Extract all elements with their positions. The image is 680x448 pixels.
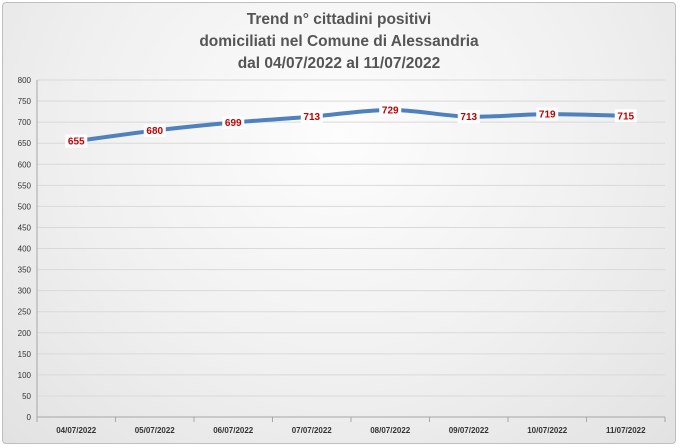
data-label-background	[222, 116, 245, 130]
y-tick-label: 400	[18, 245, 32, 254]
data-label-background	[536, 107, 559, 121]
data-label: 713	[303, 112, 320, 123]
data-label: 655	[68, 137, 85, 148]
y-tick-label: 750	[18, 97, 32, 106]
x-tick-label: 08/07/2022	[370, 426, 411, 435]
y-tick-label: 600	[18, 160, 32, 169]
data-label-background	[614, 109, 637, 123]
y-tick-label: 550	[18, 181, 32, 190]
data-label: 680	[146, 126, 163, 137]
data-label-background	[143, 124, 166, 138]
x-tick-label: 07/07/2022	[292, 426, 333, 435]
data-label: 719	[539, 110, 556, 121]
y-tick-label: 250	[18, 308, 32, 317]
data-label-background	[457, 110, 480, 124]
y-tick-label: 200	[18, 329, 32, 338]
y-tick-label: 450	[18, 223, 32, 232]
y-tick-label: 300	[18, 287, 32, 296]
y-tick-label: 500	[18, 202, 32, 211]
chart-title-line-2: domiciliati nel Comune di Alessandria	[199, 33, 479, 50]
data-label: 713	[460, 112, 477, 123]
y-tick-label: 50	[22, 392, 31, 401]
line-chart: 0 50 100 150 200 250 300 350 400 450 500 550 600 650 7…	[18, 76, 666, 435]
data-label-background	[379, 103, 402, 117]
chart-title-line-3: dal 04/07/2022 al 11/07/2022	[237, 55, 441, 72]
y-tick-label: 150	[18, 350, 32, 359]
y-tick-label: 100	[18, 371, 32, 380]
data-label: 729	[382, 106, 399, 117]
data-label: 715	[617, 111, 634, 122]
x-tick-label: 04/07/2022	[56, 426, 97, 435]
data-label-background	[300, 110, 323, 124]
data-label-background	[65, 134, 88, 148]
x-tick-label: 09/07/2022	[449, 426, 490, 435]
y-tick-label: 650	[18, 139, 32, 148]
y-tick-label: 0	[27, 413, 32, 422]
y-tick-label: 700	[18, 118, 32, 127]
chart-title-line-1: Trend n° cittadini positivi	[246, 11, 432, 28]
y-tick-label: 350	[18, 266, 32, 275]
x-tick-label: 11/07/2022	[606, 426, 646, 435]
y-tick-label: 800	[18, 76, 32, 85]
chart-frame: Trend n° cittadini positivi domiciliati …	[2, 2, 676, 444]
x-tick-label: 06/07/2022	[213, 426, 254, 435]
x-tick-label: 10/07/2022	[527, 426, 568, 435]
x-tick-label: 05/07/2022	[135, 426, 176, 435]
data-label: 699	[225, 118, 242, 129]
